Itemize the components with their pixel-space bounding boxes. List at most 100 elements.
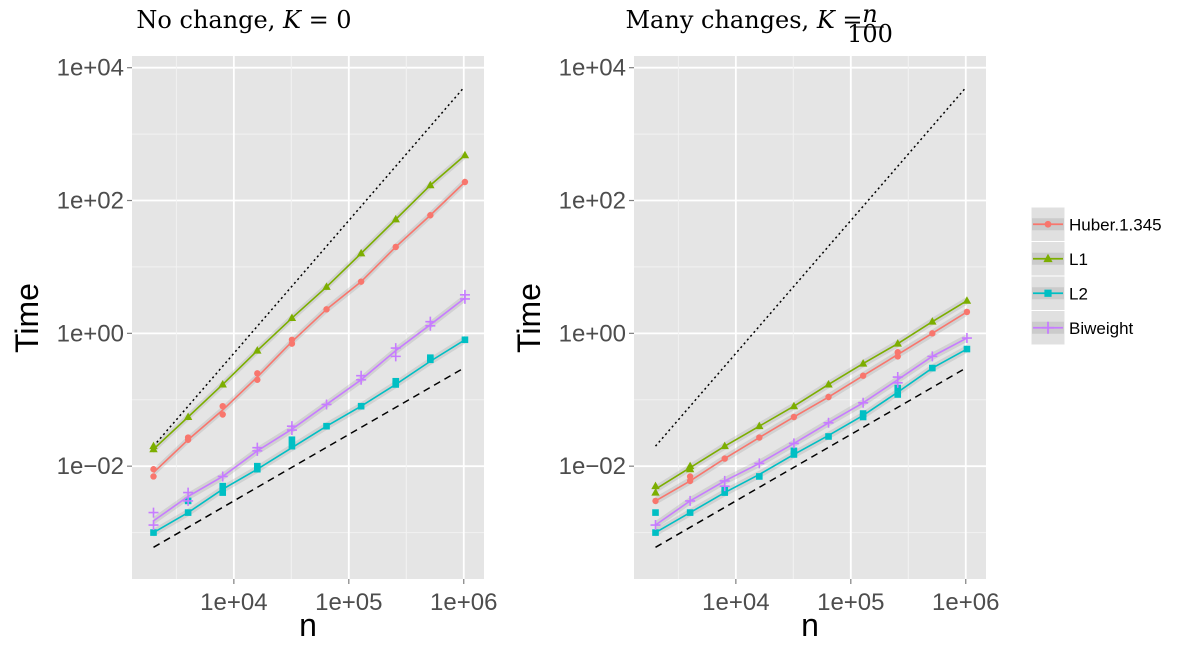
right-series [650, 296, 972, 536]
data-point [755, 421, 764, 430]
legend-label: L1 [1069, 250, 1088, 269]
data-point [790, 413, 798, 421]
data-point [217, 471, 228, 482]
right-panel: Many changes, K = n 100 1e−021e+001e+021… [511, 0, 999, 643]
right-reference-lines [654, 87, 967, 548]
legend-label: Biweight [1069, 319, 1134, 338]
confidence-band [153, 294, 465, 525]
data-point [790, 451, 798, 458]
data-point [254, 376, 261, 383]
data-point [357, 278, 365, 285]
data-point [894, 384, 902, 392]
data-point [287, 313, 297, 322]
series-line [655, 300, 968, 490]
data-point [426, 180, 435, 189]
data-point [219, 402, 226, 410]
y-tick-label: 1e+02 [57, 188, 124, 215]
x-tick-label: 1e+06 [932, 589, 999, 616]
data-point [686, 477, 694, 485]
data-point [756, 434, 763, 441]
data-point [719, 481, 730, 492]
data-point [720, 441, 729, 450]
data-point [929, 364, 936, 372]
data-point [150, 466, 157, 473]
left-series [148, 150, 470, 536]
data-point [685, 461, 695, 470]
data-point [184, 434, 192, 441]
data-point [288, 336, 296, 343]
data-point [148, 507, 159, 518]
legend-label: L2 [1069, 284, 1088, 303]
legend-marker [1044, 289, 1052, 297]
y-tick-label: 1e+00 [57, 320, 124, 347]
data-point [858, 359, 868, 367]
data-point [459, 289, 470, 300]
series-line [152, 154, 466, 450]
data-point [823, 417, 834, 428]
data-point [461, 178, 469, 186]
data-point [963, 308, 971, 316]
data-point [859, 372, 867, 379]
title-fraction-numerator: n [862, 0, 877, 28]
data-point [288, 436, 296, 444]
data-point [961, 333, 972, 344]
data-point [892, 372, 903, 383]
data-point [254, 462, 261, 470]
data-point [322, 282, 331, 290]
data-point [183, 412, 193, 420]
data-point [721, 489, 729, 496]
right-plot-background [634, 56, 986, 579]
data-point [150, 473, 157, 480]
data-point [756, 473, 763, 480]
x-tick-label: 1e+06 [430, 589, 497, 616]
data-point [858, 397, 869, 408]
y-tick-label: 1e+02 [559, 188, 626, 215]
data-point [148, 520, 159, 531]
data-point [894, 391, 902, 398]
data-point [286, 421, 297, 432]
data-point [461, 336, 469, 344]
data-point [425, 316, 436, 327]
series-line [152, 181, 466, 474]
data-point [859, 410, 867, 417]
legend-label: Huber.1.345 [1069, 215, 1162, 234]
data-point [391, 214, 400, 223]
right-y-axis-title: Time [511, 283, 547, 353]
x-tick-label: 1e+05 [315, 589, 382, 616]
y-tick-label: 1e+04 [57, 55, 124, 82]
series-line [655, 311, 968, 502]
data-point [652, 529, 659, 536]
data-point [650, 520, 661, 531]
x-tick-label: 1e+04 [200, 589, 267, 616]
dotted-reference-line [654, 87, 967, 447]
right-x-axis-title: n [801, 607, 819, 643]
data-point [184, 509, 192, 516]
legend: Huber.1.345 L1 L2 Biweight [1030, 206, 1162, 346]
right-grid [634, 56, 986, 579]
data-point [149, 441, 158, 450]
data-point [721, 455, 728, 462]
data-point [323, 422, 330, 430]
left-ticks: 1e−02 1e+00 1e+02 1e+04 1e+04 1e+05 1e+06 [57, 55, 498, 616]
data-point [252, 442, 263, 453]
data-point [927, 351, 938, 362]
data-point [651, 481, 660, 490]
title-fraction-denominator: 100 [847, 20, 893, 48]
data-point [929, 330, 936, 337]
right-title-fraction: n 100 [847, 0, 893, 48]
data-point [218, 379, 227, 388]
data-point [825, 393, 832, 401]
data-point [219, 482, 227, 490]
data-point [825, 433, 832, 440]
series-line [655, 348, 968, 534]
data-point [651, 488, 660, 496]
data-point [219, 411, 226, 418]
data-point [323, 306, 330, 313]
data-point [392, 243, 399, 251]
left-reference-lines [152, 87, 465, 548]
data-point [788, 438, 799, 449]
data-point [754, 458, 765, 469]
dotted-reference-line [152, 87, 465, 447]
series-line [655, 337, 968, 526]
data-point [790, 447, 798, 455]
